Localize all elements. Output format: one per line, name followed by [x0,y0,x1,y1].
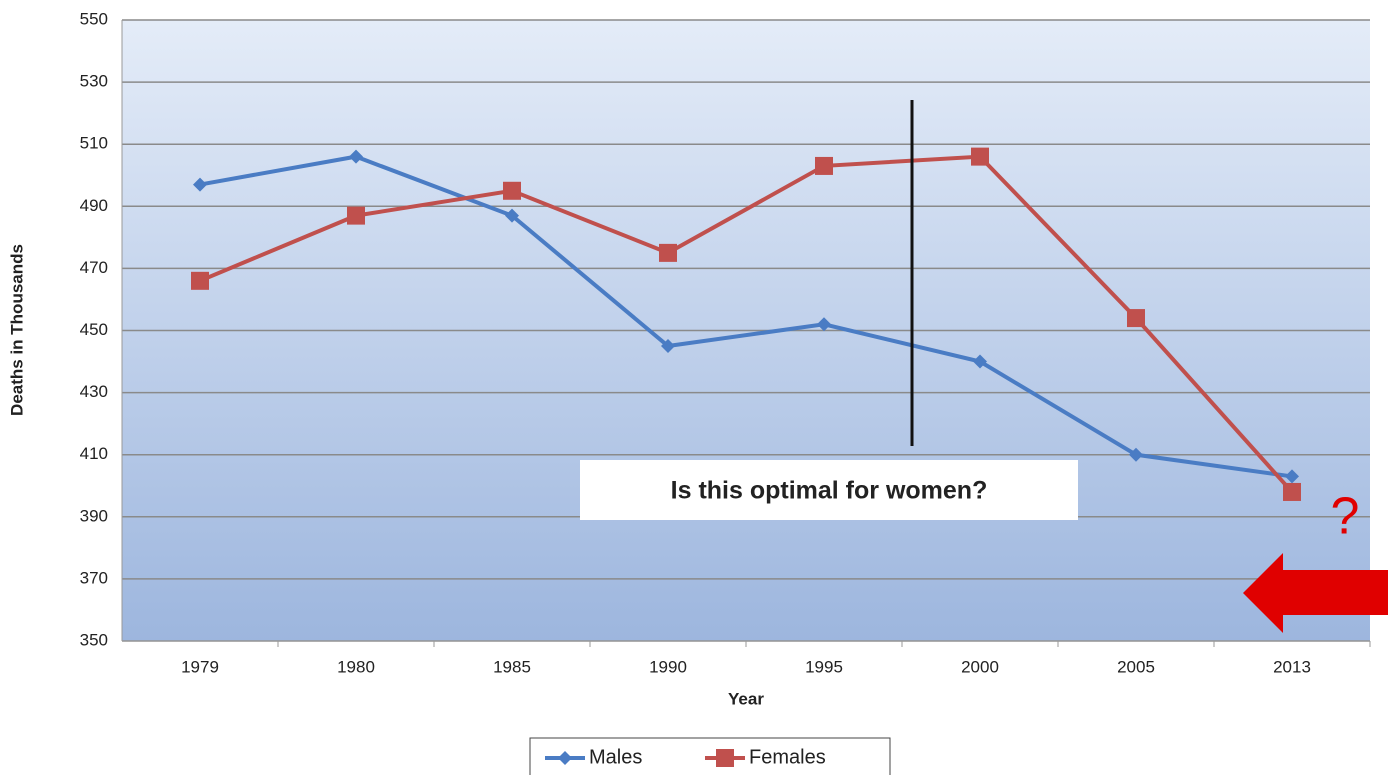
legend-items: Males Females [545,746,826,768]
y-tick-label: 350 [80,630,108,649]
marker [1283,482,1301,501]
marker [1129,447,1143,462]
x-axis-label: Year [728,689,764,708]
y-tick-label: 450 [80,320,108,339]
y-tick-label: 390 [80,506,108,525]
x-tick-label: 1980 [337,657,375,676]
x-tick-label: 1979 [181,657,219,676]
legend-label: Males [589,746,642,768]
y-tick-label: 470 [80,258,108,277]
marker [558,751,572,765]
marker [505,208,519,223]
marker [659,243,677,262]
y-tick-label: 430 [80,382,108,401]
marker [815,156,833,175]
y-tick-label: 550 [80,9,108,28]
x-tick-label: 1995 [805,657,843,676]
marker [193,177,207,192]
x-tick-label: 1990 [649,657,687,676]
question-mark: ? [1331,488,1360,546]
marker [1127,309,1145,328]
series-line [199,154,1293,479]
marker [661,339,675,354]
y-axis-label: Deaths in Thousands [7,244,26,416]
annotation-box [580,460,1078,520]
series-group [191,147,1301,501]
x-tick-label: 2000 [961,657,999,676]
arrow [1243,553,1388,633]
y-tick-label: 530 [80,72,108,91]
marker [817,317,831,332]
x-tick-label: 2013 [1273,657,1311,676]
series-line [199,154,1294,494]
annotation: Is this optimal for women? [671,477,988,505]
y-tick-label: 370 [80,568,108,587]
marker [716,749,734,767]
x-tick-label: 2005 [1117,657,1155,676]
marker [503,181,521,200]
marker [191,271,209,290]
x-tick-label: 1985 [493,657,531,676]
y-tick-label: 410 [80,444,108,463]
marker [973,354,987,369]
marker [1285,469,1299,484]
marker [349,149,363,164]
marker [971,147,989,166]
y-tick-label: 490 [80,196,108,215]
marker [347,206,365,225]
legend-label: Females [749,746,826,768]
y-tick-label: 510 [80,134,108,153]
